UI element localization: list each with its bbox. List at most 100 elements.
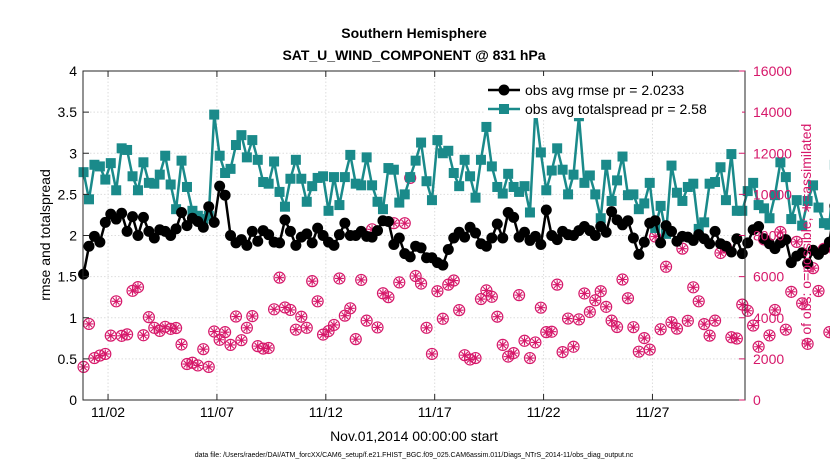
chart-title: Southern Hemisphere — [341, 25, 487, 41]
totalspread-point — [95, 161, 105, 171]
totalspread-point — [138, 157, 148, 167]
rmse-point — [372, 225, 383, 236]
obs-assimilated-point — [297, 312, 306, 321]
totalspread-point — [416, 138, 426, 148]
rmse-point — [541, 205, 552, 216]
y2-tick-label: 4000 — [753, 310, 784, 326]
totalspread-point — [476, 155, 486, 165]
obs-assimilated-point — [270, 305, 279, 314]
obs-assimilated-point — [378, 289, 387, 298]
obs-assimilated-point — [226, 340, 235, 349]
obs-assimilated-point — [384, 293, 393, 302]
rmse-point — [497, 232, 508, 243]
rmse-point — [138, 212, 149, 223]
obs-assimilated-point — [177, 340, 186, 349]
obs-assimilated-point — [193, 361, 202, 370]
obs-assimilated-point — [645, 345, 654, 354]
obs-assimilated-point — [640, 334, 649, 343]
totalspread-point — [677, 196, 687, 206]
obs-assimilated-point — [580, 289, 589, 298]
totalspread-point — [149, 179, 159, 189]
rmse-point — [78, 269, 89, 280]
obs-assimilated-point — [476, 295, 485, 304]
totalspread-point — [726, 149, 736, 159]
rmse-point — [252, 236, 263, 247]
y2-tick-label: 16000 — [753, 63, 792, 79]
obs-assimilated-point — [357, 275, 366, 284]
rmse-point — [198, 222, 209, 233]
totalspread-point — [781, 172, 791, 182]
obs-assimilated-point — [574, 315, 583, 324]
obs-assimilated-point — [275, 273, 284, 282]
obs-assimilated-point — [373, 323, 382, 332]
obs-assimilated-point — [106, 331, 115, 340]
rmse-point — [83, 241, 94, 252]
obs-assimilated-point — [291, 325, 300, 334]
rmse-point — [176, 207, 187, 218]
totalspread-point — [618, 152, 628, 162]
totalspread-point — [247, 135, 257, 145]
rmse-point — [116, 208, 127, 219]
totalspread-point — [764, 213, 774, 223]
rmse-point — [203, 201, 214, 212]
obs-assimilated-point — [629, 323, 638, 332]
rmse-point — [726, 246, 737, 257]
totalspread-point — [405, 172, 415, 182]
totalspread-point — [465, 171, 475, 181]
totalspread-point — [667, 161, 677, 171]
obs-assimilated-point — [215, 335, 224, 344]
totalspread-point — [503, 169, 513, 179]
obs-assimilated-point — [101, 349, 110, 358]
legend: obs avg rmse pr = 2.0233 obs avg totalsp… — [484, 76, 742, 118]
y2-tick-label: 8000 — [753, 228, 784, 244]
obs-assimilated-point — [705, 331, 714, 340]
totalspread-point — [411, 156, 421, 166]
totalspread-point — [215, 151, 225, 161]
x-tick-label: 11/17 — [418, 404, 452, 420]
obs-assimilated-point — [487, 292, 496, 301]
totalspread-point — [160, 151, 170, 161]
rmse-point — [334, 229, 345, 240]
totalspread-point — [106, 158, 116, 168]
x-tick-label: 11/22 — [527, 404, 561, 420]
obs-assimilated-point — [564, 314, 573, 323]
rmse-point — [731, 233, 742, 244]
obs-assimilated-point — [520, 336, 529, 345]
y-tick-label: 4 — [69, 63, 77, 79]
totalspread-point — [302, 197, 312, 207]
obs-assimilated-point — [536, 303, 545, 312]
rmse-point — [486, 232, 497, 243]
totalspread-point — [786, 214, 796, 224]
obs-assimilated-point — [264, 343, 273, 352]
rmse-point — [127, 211, 138, 222]
rmse-point — [633, 249, 644, 260]
y2-tick-label: 14000 — [753, 104, 792, 120]
totalspread-point — [710, 177, 720, 187]
obs-assimilated-point — [313, 297, 322, 306]
obs-assimilated-point — [531, 338, 540, 347]
totalspread-point — [824, 220, 830, 230]
obs-assimilated-point — [509, 349, 518, 358]
y-tick-label: 1.5 — [58, 269, 78, 285]
rmse-point — [470, 228, 481, 239]
obs-assimilated-point — [711, 316, 720, 325]
obs-assimilated-point — [596, 287, 605, 296]
totalspread-point — [525, 207, 535, 217]
totalspread-point — [449, 168, 459, 178]
rmse-point — [171, 223, 182, 234]
totalspread-point — [133, 185, 143, 195]
totalspread-point — [334, 200, 344, 210]
rmse-point — [279, 214, 290, 225]
totalspread-point — [471, 193, 481, 203]
totalspread-point — [569, 170, 579, 180]
obs-assimilated-point — [672, 324, 681, 333]
obs-assimilated-point — [732, 334, 741, 343]
totalspread-point — [253, 155, 263, 165]
obs-assimilated-point — [667, 318, 676, 327]
totalspread-point — [275, 187, 285, 197]
obs-assimilated-point — [346, 304, 355, 313]
totalspread-point — [688, 179, 698, 189]
obs-assimilated-point — [79, 362, 88, 371]
obs-assimilated-point — [602, 302, 611, 311]
